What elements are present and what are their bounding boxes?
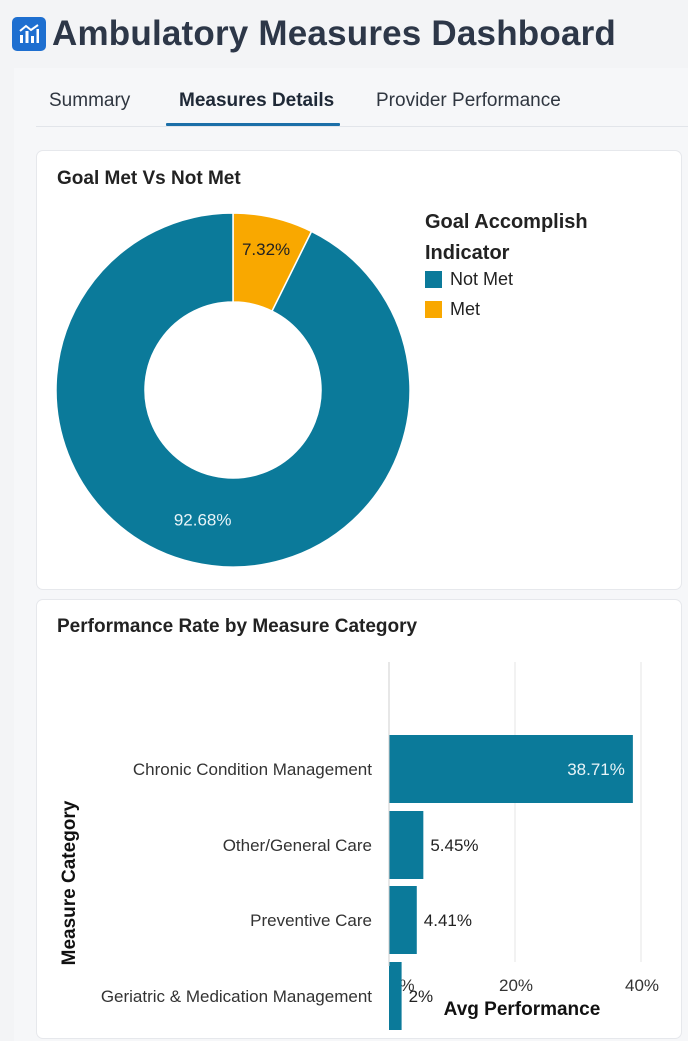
legend-item-met[interactable]: Met	[425, 299, 480, 320]
legend-label-met: Met	[450, 299, 481, 319]
y-category-label: Geriatric & Medication Management	[101, 987, 372, 1006]
y-category-label: Chronic Condition Management	[133, 760, 372, 779]
x-axis-title: Avg Performance	[444, 999, 601, 1020]
dashboard-panel: Summary Measures Details Provider Perfor…	[14, 68, 688, 1041]
bar-0[interactable]	[389, 735, 633, 803]
performance-rate-card: Performance Rate by Measure Category 0% 2…	[36, 599, 682, 1039]
bar-value-label: 2%	[409, 987, 434, 1006]
app-title: Ambulatory Measures Dashboard	[52, 14, 617, 53]
bar-value-label: 38.71%	[567, 760, 625, 779]
y-axis-title: Measure Category	[59, 800, 80, 965]
bar-3[interactable]	[389, 962, 402, 1030]
bar-chart: 0% 20% 40%Chronic Condition Management 38.7…	[59, 662, 659, 1030]
donut-label-not-met: 92.68%	[174, 510, 232, 529]
chart-icon	[12, 17, 46, 51]
legend-item-not-met[interactable]: Not Met	[425, 269, 513, 290]
legend-title: Goal Accomplish Indicator	[425, 211, 588, 264]
legend-label-not-met: Not Met	[450, 269, 514, 289]
active-tab-indicator	[166, 123, 340, 126]
x-tick-label: 40%	[625, 976, 659, 995]
legend-swatch-met	[425, 301, 442, 318]
donut-slice-not-met[interactable]	[55, 212, 411, 568]
bar-value-label: 5.45%	[430, 836, 478, 855]
legend-swatch-not-met	[425, 271, 442, 288]
bar-1[interactable]	[389, 811, 424, 879]
tab-measures-details[interactable]: Measures Details	[179, 90, 335, 111]
tab-bar: Summary Measures Details Provider Perfor…	[36, 68, 688, 127]
bar-card-title: Performance Rate by Measure Category	[57, 616, 418, 637]
donut-chart: 7.32% 92.68%	[55, 212, 411, 568]
x-tick-label: 20%	[499, 976, 533, 995]
tab-summary[interactable]: Summary	[49, 90, 131, 111]
app-header: Ambulatory Measures Dashboard	[12, 10, 616, 58]
y-category-label: Preventive Care	[250, 911, 372, 930]
donut-card-title: Goal Met Vs Not Met	[57, 168, 241, 189]
y-category-label: Other/General Care	[223, 836, 372, 855]
donut-label-met: 7.32%	[242, 240, 290, 259]
tab-provider-performance[interactable]: Provider Performance	[376, 90, 561, 111]
bar-2[interactable]	[389, 886, 417, 954]
bar-value-label: 4.41%	[424, 911, 472, 930]
goal-met-card: Goal Met Vs Not Met 7.32% 92.68% Goal Acc…	[36, 150, 682, 590]
